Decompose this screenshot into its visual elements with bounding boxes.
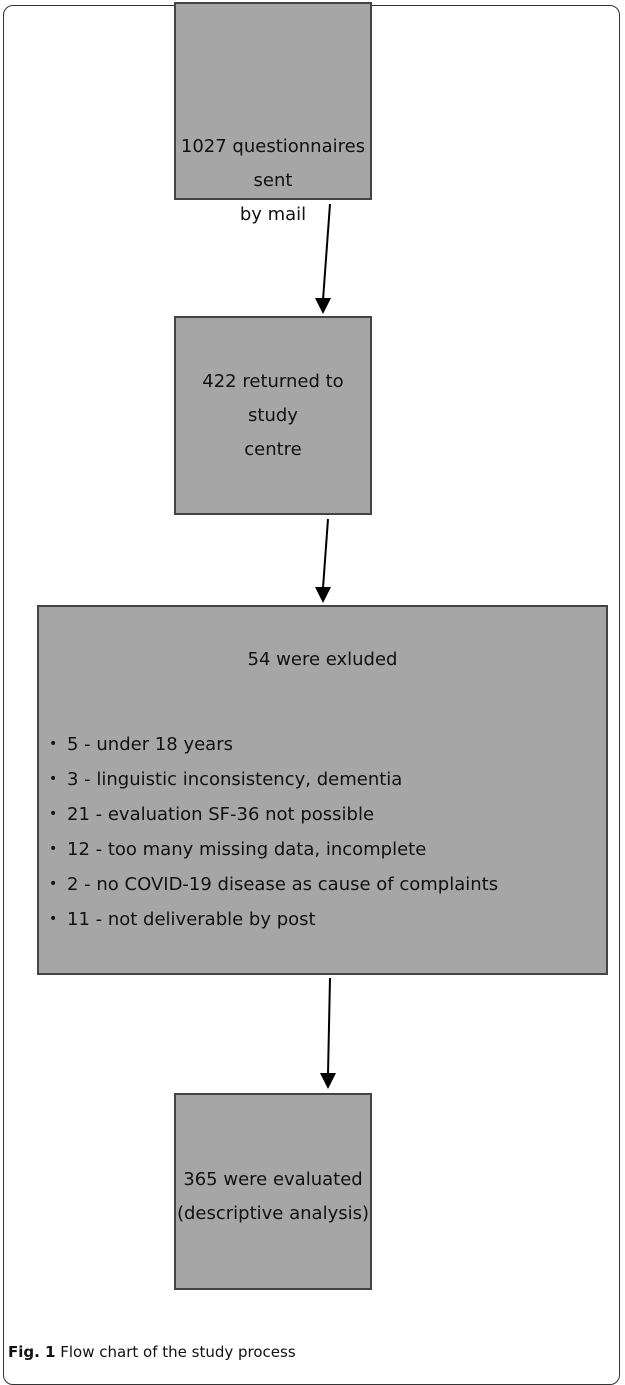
list-item: 12 - too many missing data, incomplete	[49, 832, 498, 867]
list-item: 11 - not deliverable by post	[49, 902, 498, 937]
box-text: (descriptive analysis)	[176, 1203, 370, 1224]
box: 365 were evaluated (descriptive analysis…	[174, 1093, 372, 1290]
list-item: 5 - under 18 years	[49, 727, 498, 762]
box: 54 were exluded 5 - under 18 years 3 - l…	[37, 605, 608, 975]
box: 422 returned to study centre	[174, 316, 372, 515]
box-text: 1027 questionnaires sent	[180, 136, 366, 191]
caption-text: Flow chart of the study process	[60, 1343, 296, 1361]
box-text: 422 returned to study	[202, 371, 344, 426]
list-item: 3 - linguistic inconsistency, dementia	[49, 762, 498, 797]
box: 1027 questionnaires sent by mail	[174, 2, 372, 225]
caption-label: Fig. 1	[8, 1343, 56, 1361]
exclusion-list: 5 - under 18 years 3 - linguistic incons…	[49, 727, 498, 937]
box-text: centre	[244, 439, 302, 460]
caption: Fig. 1 Flow chart of the study process	[8, 1343, 296, 1361]
box-title: 54 were exluded	[247, 649, 398, 670]
box-text: by mail	[239, 204, 307, 225]
arrow	[315, 203, 331, 314]
list-item: 2 - no COVID-19 disease as cause of comp…	[49, 867, 498, 902]
arrow	[315, 518, 331, 603]
list-item: 21 - evaluation SF-36 not possible	[49, 797, 498, 832]
arrow	[320, 977, 336, 1089]
box-text: 365 were evaluated	[183, 1169, 363, 1190]
